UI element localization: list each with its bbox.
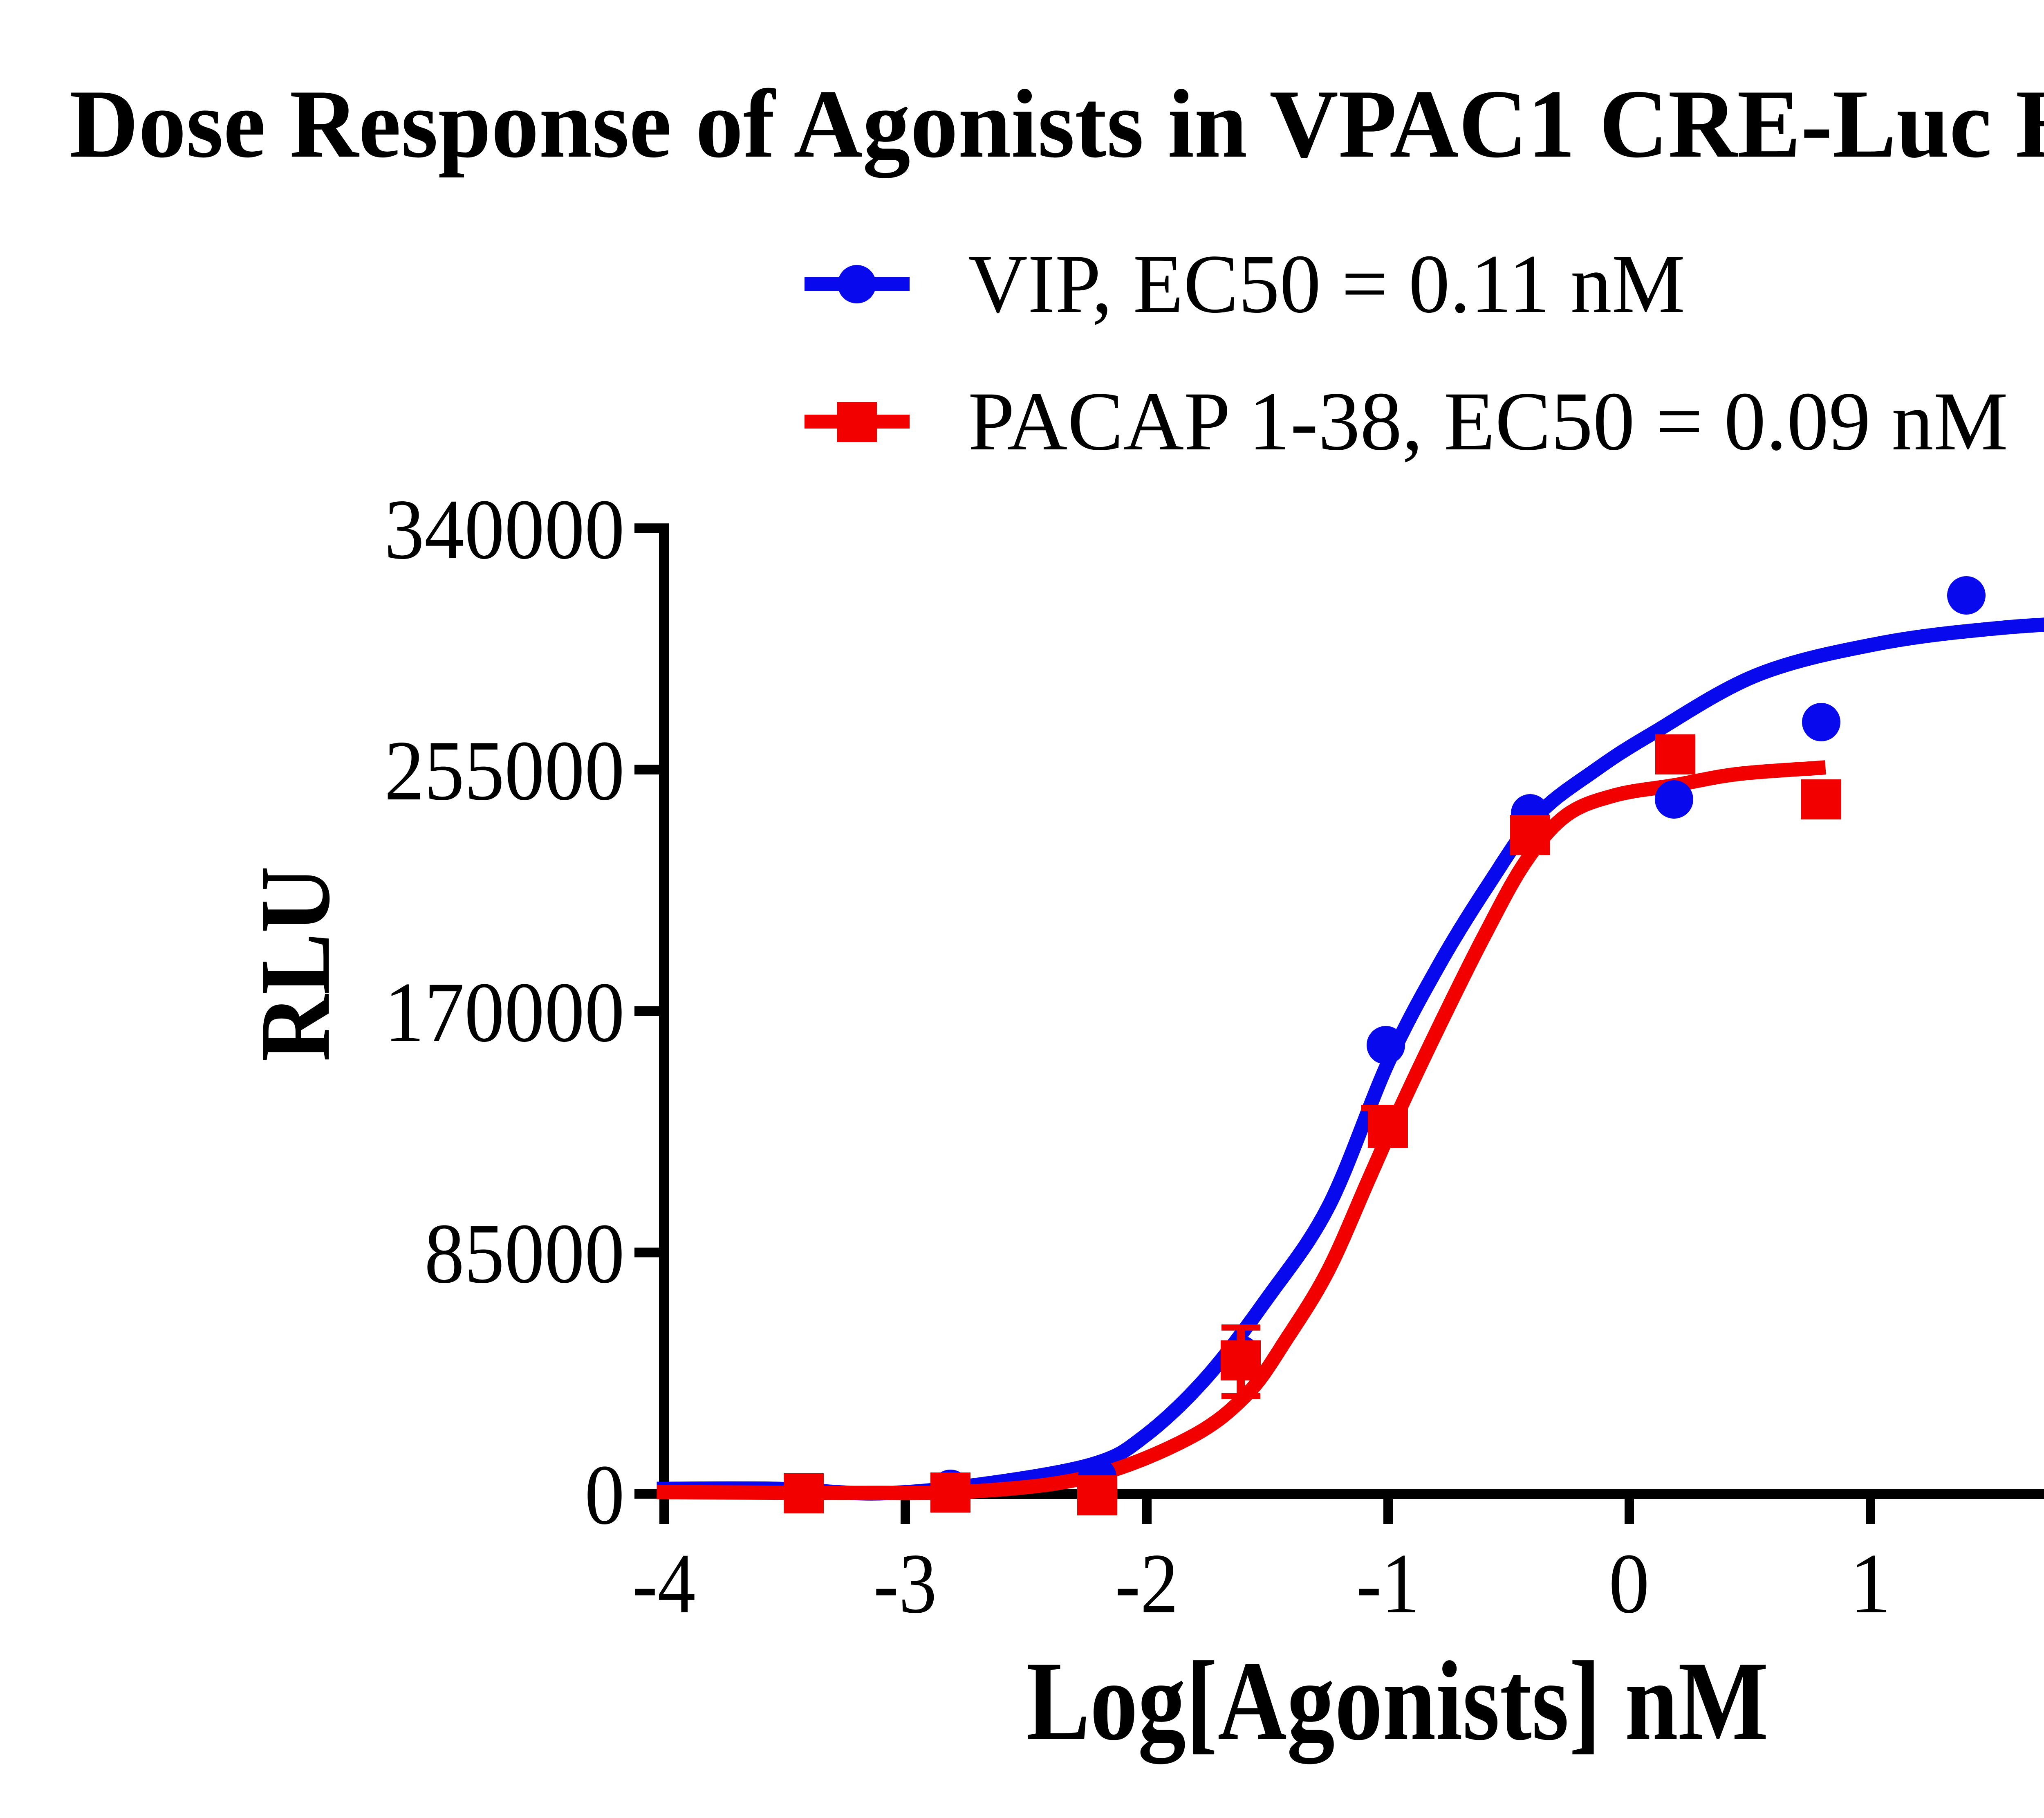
- svg-text:PACAP 1-38, EC50 = 0.09 nM: PACAP 1-38, EC50 = 0.09 nM: [968, 375, 2008, 468]
- svg-text:0: 0: [585, 1448, 625, 1542]
- svg-text:Log[Agonists] nM: Log[Agonists] nM: [1026, 1638, 1768, 1766]
- svg-text:Dose Response of Agonists in V: Dose Response of Agonists in VPAC1 CRE-L…: [69, 70, 2044, 178]
- svg-text:1: 1: [1850, 1536, 1891, 1631]
- svg-text:RLU: RLU: [240, 866, 350, 1062]
- svg-text:-3: -3: [874, 1536, 937, 1631]
- svg-text:VIP, EC50 = 0.11 nM: VIP, EC50 = 0.11 nM: [968, 238, 1685, 330]
- svg-text:-2: -2: [1115, 1536, 1179, 1631]
- svg-text:0: 0: [1609, 1536, 1650, 1631]
- svg-text:-1: -1: [1356, 1536, 1420, 1631]
- svg-text:170000: 170000: [384, 965, 625, 1060]
- svg-text:85000: 85000: [424, 1206, 625, 1301]
- svg-text:-4: -4: [632, 1536, 696, 1631]
- svg-text:340000: 340000: [384, 482, 625, 577]
- svg-text:255000: 255000: [384, 723, 625, 818]
